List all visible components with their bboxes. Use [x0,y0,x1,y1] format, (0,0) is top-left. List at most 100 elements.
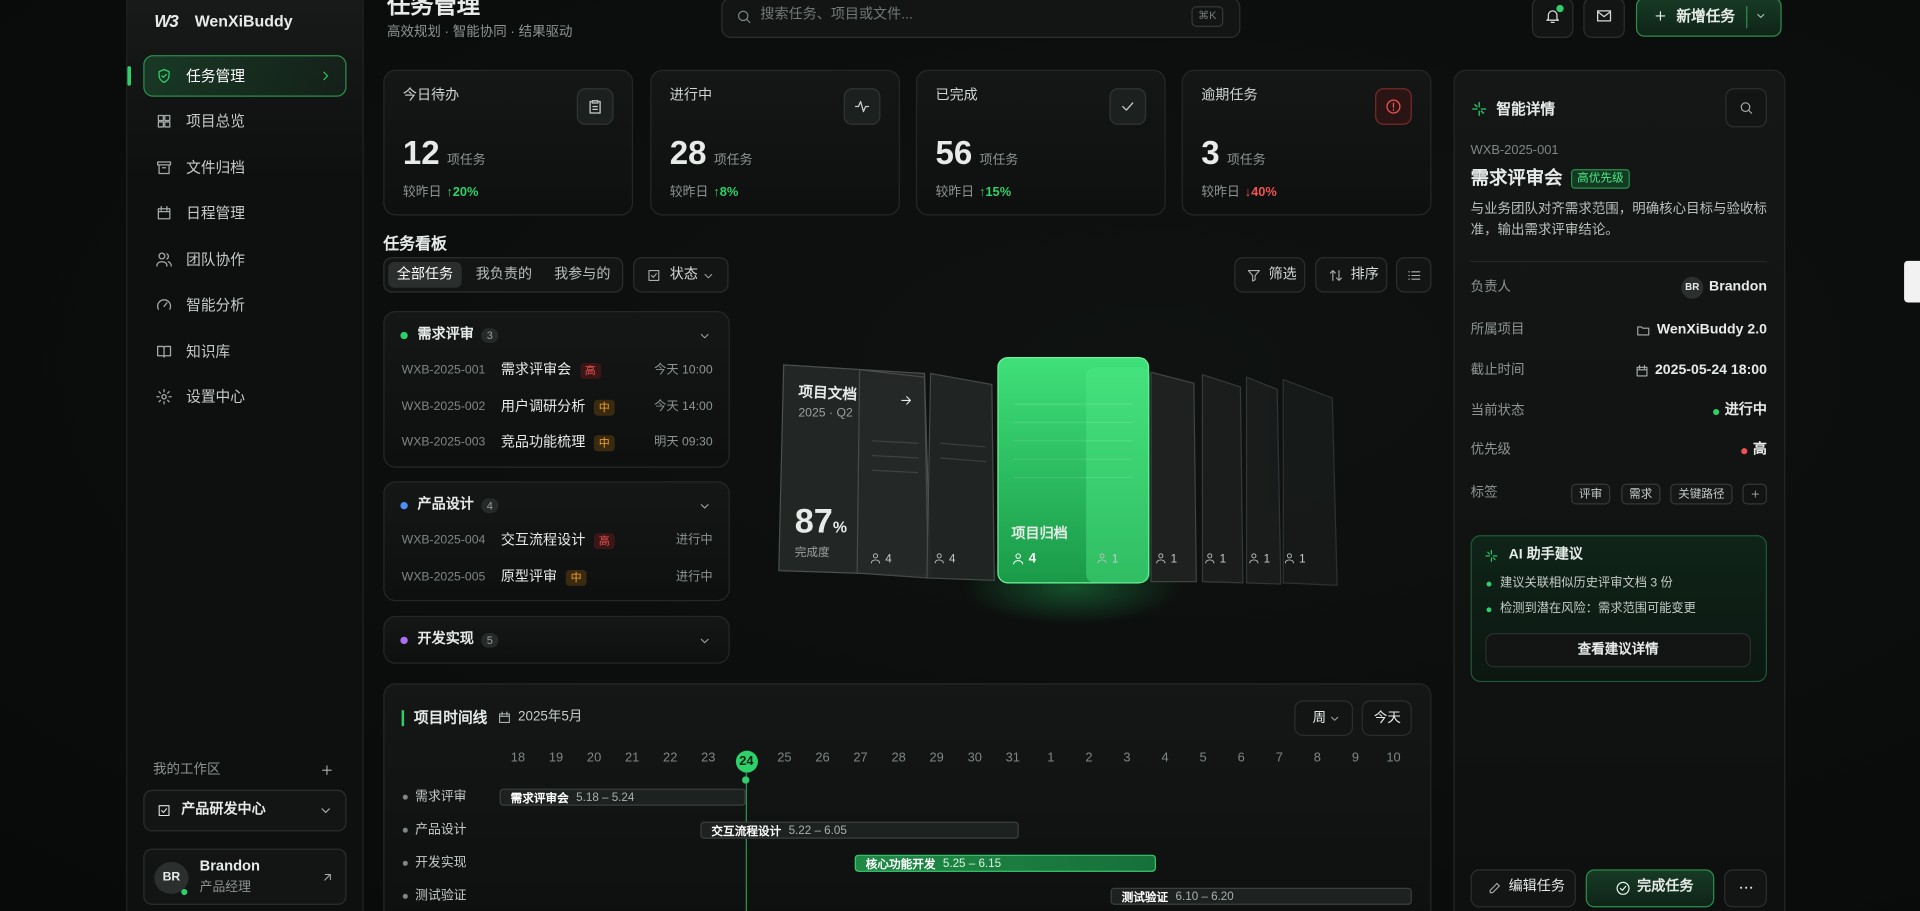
timeline-row-label: 需求评审 [415,789,467,805]
task-time: 进行中 [675,533,713,548]
board-tab[interactable]: 我参与的 [554,267,611,282]
task-name[interactable]: 原型评审中 [501,569,587,586]
card-count: 1 [1111,552,1119,567]
completion-label: 完成度 [794,546,830,560]
task-id: WXB-2025-005 [401,570,486,584]
workspace-select[interactable] [143,789,347,832]
field-value: WenXiBuddy 2.0 [1656,322,1767,338]
filter-button[interactable] [1234,257,1306,293]
nav-item[interactable]: 任务管理 [186,67,245,85]
online-dot [180,888,187,895]
task-name[interactable]: 竞品功能梳理中 [501,435,615,452]
sort-button[interactable] [1315,257,1388,293]
task-id: WXB-2025-001 [401,363,486,378]
view-select[interactable] [1294,700,1354,736]
bar-range: 5.25 – 6.15 [942,856,1002,871]
stat-change: ↑8% [713,184,739,199]
task-time: 今天 10:00 [654,363,713,378]
stat-value: 28 [669,134,707,172]
board-tab[interactable]: 我负责的 [475,267,533,282]
notifications-button[interactable] [1531,0,1574,38]
timeline-date: 26 [815,750,830,766]
timeline-date: 31 [1005,750,1020,766]
plus-icon [1751,490,1759,498]
nav-item[interactable]: 团队协作 [186,251,245,269]
ai-details-button[interactable] [1485,633,1752,668]
tag-text: 需求 [1629,487,1653,501]
board-tab[interactable]: 全部任务 [396,267,454,282]
stat-compare: 较昨日 [669,184,709,200]
archive-title: 项目归档 [1011,526,1068,542]
stat-compare-row: 较昨日 ↑20% [403,182,616,200]
timeline-date: 8 [1313,750,1321,766]
nav-item[interactable]: 设置中心 [186,388,245,406]
stat-value: 56 [935,134,973,172]
task-time: 明天 09:30 [654,435,713,450]
chevd-icon[interactable] [697,634,710,647]
nav-item[interactable]: 智能分析 [186,296,245,314]
completion-value: 87 [794,502,833,541]
chevd-icon [1757,13,1765,18]
more-button[interactable] [1724,869,1767,908]
task-name[interactable]: 需求评审会高 [501,363,601,379]
task-name[interactable]: 交互流程设计高 [501,533,615,550]
stat-label: 已完成 [935,88,978,104]
timeline-row-label: 测试验证 [415,888,467,904]
timeline-date: 30 [967,750,982,766]
today-button[interactable] [1361,700,1412,736]
complete-task-button[interactable] [1585,869,1715,908]
plus-icon[interactable] [320,763,335,778]
workspace-name: 产品研发中心 [181,802,266,818]
dots-icon [1740,886,1753,889]
edit-task-button[interactable] [1470,869,1576,908]
nav-item[interactable]: 知识库 [186,342,231,361]
status-label: 状态 [669,267,698,282]
chevd-icon[interactable] [697,499,710,512]
list-view-button[interactable] [1395,257,1432,293]
view-label: 周 [1312,710,1327,726]
stat-value-row: 3 项任务 [1201,135,1414,172]
tag-text: 关键路径 [1678,487,1725,501]
priority-badge: 中 [593,435,615,452]
search-box[interactable] [721,0,1241,38]
group-name: 产品设计 [417,497,474,513]
timeline-date: 4 [1161,750,1169,766]
details-panel [1453,69,1786,911]
row-dot [403,794,408,800]
nav-item-active[interactable] [143,55,347,97]
task-name[interactable]: 用户调研分析中 [501,399,615,416]
nav-item[interactable]: 日程管理 [186,204,245,222]
ai-item: 检测到潜在风险：需求范围可能变更 [1500,602,1696,616]
task-time: 今天 14:00 [654,399,713,414]
brand-name: WenXiBuddy [194,11,293,31]
nav-item[interactable]: 文件归档 [186,159,245,177]
timeline-bar[interactable]: 测试验证 6.10 – 6.20 [1110,887,1412,905]
status-dropdown[interactable] [633,257,729,293]
completion-unit: % [832,517,848,537]
owner-initials: BR [1685,281,1700,293]
timeline-bar[interactable]: 需求评审会 5.18 – 5.24 [499,788,746,806]
doc-period: 2025 · Q2 [798,406,853,421]
field-value: 高 [1752,442,1767,458]
calendar-icon [499,711,510,724]
gauge-icon [157,299,172,310]
task-group [383,481,730,602]
notification-dot [1556,4,1564,13]
user-icon [1249,553,1259,564]
new-task-divider [1746,6,1748,29]
mail-button[interactable] [1583,0,1625,38]
chevd-icon[interactable] [697,329,710,342]
details-search[interactable] [1725,88,1767,128]
tags-label: 标签 [1470,485,1498,501]
add-tag-button[interactable] [1742,483,1767,505]
timeline-date: 28 [891,750,906,766]
nav-item[interactable]: 项目总览 [186,112,245,130]
timeline-bar[interactable]: 交互流程设计 5.22 – 6.05 [700,821,1019,839]
stat-unit: 项任务 [713,153,753,168]
bar-name: 测试验证 [1121,891,1169,905]
today-line [745,772,747,911]
timeline-bar[interactable]: 核心功能开发 5.25 – 6.15 [854,854,1156,872]
doc-title: 项目文档 [797,382,858,404]
stat-change: ↑15% [978,184,1012,199]
